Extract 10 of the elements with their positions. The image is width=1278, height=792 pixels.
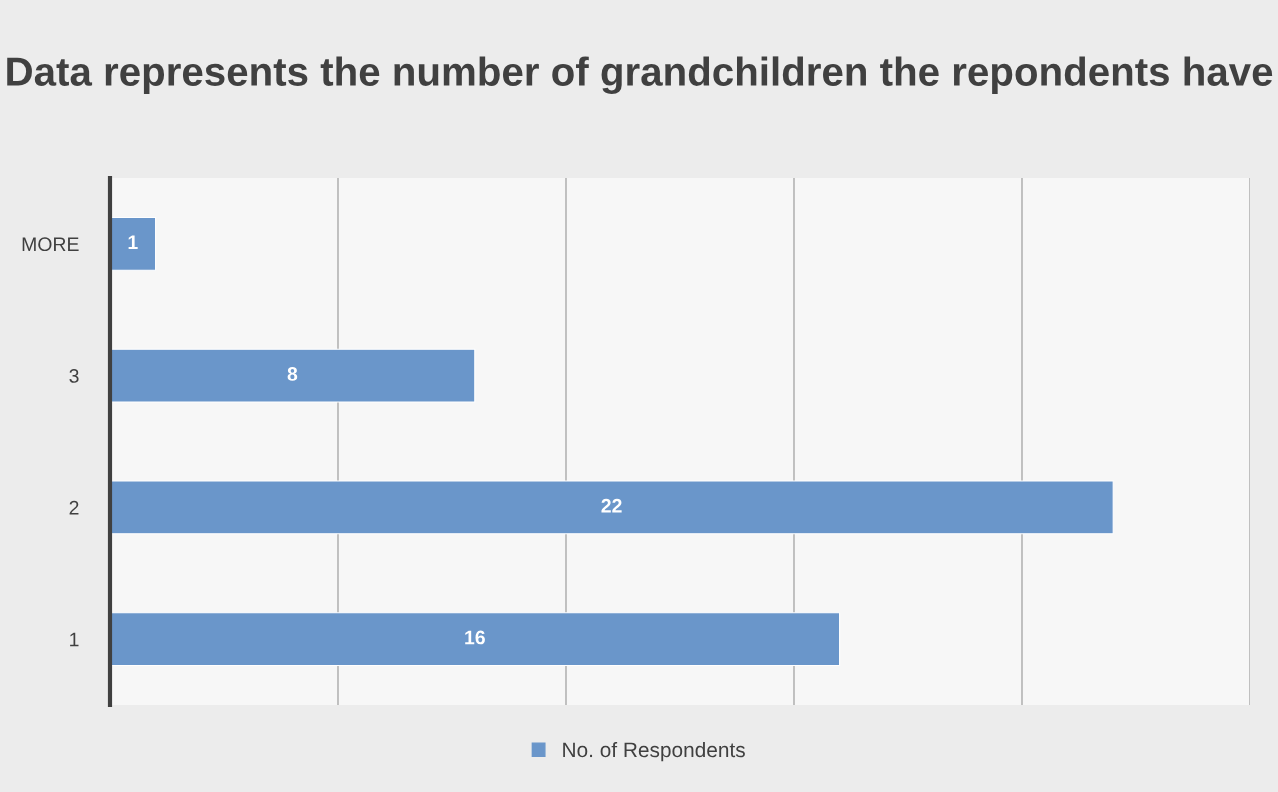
chart-title: Data represents the number of grandchildren the repondents have [7, 56, 1273, 95]
y-tick-label: 3 [69, 369, 79, 383]
data-label: 22 [601, 498, 622, 513]
data-label: 8 [287, 367, 298, 381]
y-tick-label: 1 [70, 632, 79, 647]
data-label: 1 [128, 235, 138, 249]
y-tick-label: MORE [22, 237, 79, 252]
data-label: 16 [465, 630, 485, 645]
y-tick-label: 2 [69, 500, 79, 515]
legend-label: No. of Respondents [563, 741, 745, 762]
